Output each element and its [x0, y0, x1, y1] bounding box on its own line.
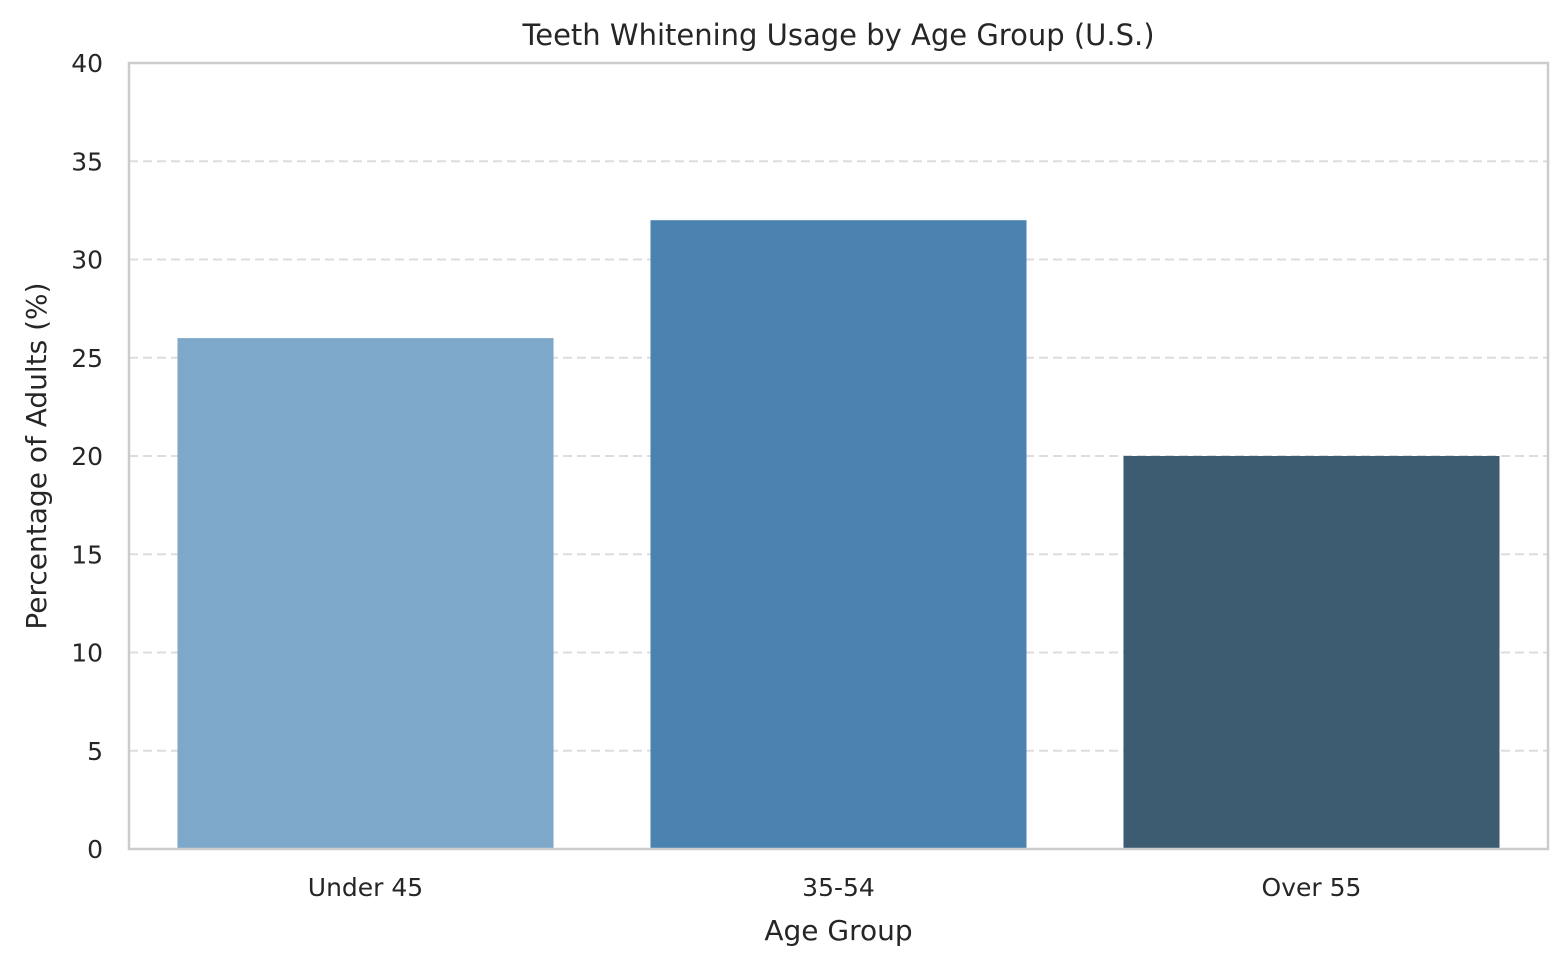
- y-tick-label: 5: [87, 737, 103, 766]
- x-axis-label: Age Group: [764, 914, 912, 947]
- y-tick-label: 20: [71, 442, 103, 471]
- y-tick-label: 10: [71, 639, 103, 668]
- plot-frame: [127, 61, 1550, 851]
- x-tick-label: 35-54: [802, 873, 875, 902]
- bar: [177, 338, 554, 849]
- x-tick-labels: Under 45 35-54 Over 55: [308, 873, 1362, 902]
- y-tick-label: 30: [71, 246, 103, 275]
- y-tick-labels: 0 5 10 15 20 25 30 35 40: [71, 49, 103, 864]
- chart-title: Teeth Whitening Usage by Age Group (U.S.…: [521, 18, 1154, 52]
- y-tick-label: 15: [71, 540, 103, 569]
- y-tick-label: 0: [87, 835, 103, 864]
- bars: [177, 220, 1500, 849]
- y-tick-label: 40: [71, 49, 103, 78]
- y-axis-label: Percentage of Adults (%): [20, 282, 53, 629]
- y-tick-label: 25: [71, 344, 103, 373]
- bar: [1123, 456, 1500, 849]
- bar: [650, 220, 1027, 849]
- x-tick-label: Over 55: [1262, 873, 1362, 902]
- x-tick-label: Under 45: [308, 873, 423, 902]
- y-tick-label: 35: [71, 147, 103, 176]
